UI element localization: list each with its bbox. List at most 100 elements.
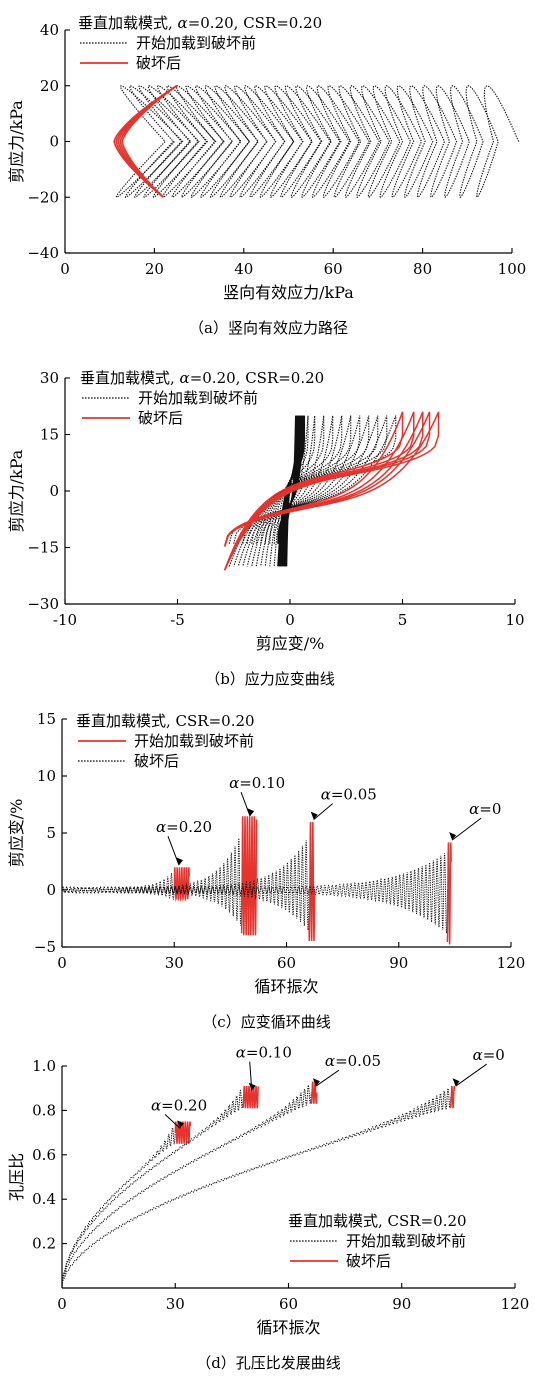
x-tick-label: 90 [389, 954, 408, 972]
legend-label: 破坏后 [346, 1252, 391, 1270]
alpha-symbol: α [151, 1096, 161, 1114]
alpha-symbol: α [473, 1046, 483, 1064]
series-strain-before-failure [61, 873, 175, 901]
panel-caption: （c）应变循环曲线 [202, 1013, 330, 1031]
annotation-arrow [451, 817, 482, 841]
annotation-arrow [313, 803, 334, 820]
y-tick-label: 0 [49, 133, 59, 151]
alpha-symbol: α [229, 774, 239, 792]
x-axis-title: 循环振次 [256, 1318, 320, 1337]
annotation-arrowhead [248, 1082, 256, 1091]
y-axis-title: 剪应力/kPa [7, 100, 26, 183]
x-tick-label: 100 [498, 260, 527, 278]
series-strain-after-failure [240, 816, 258, 936]
y-tick-label: 15 [37, 710, 56, 728]
alpha-symbol: α [321, 786, 331, 804]
alpha-symbol: α [156, 818, 166, 836]
y-tick-label: 0.4 [32, 1190, 56, 1208]
x-tick-label: 120 [501, 1295, 530, 1313]
text-part: 垂直加载模式, [78, 14, 178, 32]
y-axis-title: 剪应变/% [7, 799, 26, 868]
text-part: =0.10 [246, 1044, 292, 1062]
legend-label: 开始加载到破坏前 [346, 1232, 466, 1250]
annotation-label: α=0 [473, 1046, 505, 1064]
x-tick-label: 60 [277, 954, 296, 972]
text-part: =0.05 [335, 1052, 381, 1070]
legend-title: 垂直加载模式, CSR=0.20 [76, 712, 255, 730]
y-tick-label: −40 [27, 244, 59, 262]
x-tick-label: -10 [53, 611, 77, 629]
legend-label: 破坏后 [136, 54, 181, 72]
text-part: 垂直加载模式, CSR=0.20 [76, 712, 255, 730]
series-strain-after-failure [308, 821, 316, 942]
x-tick-label: 60 [324, 260, 343, 278]
legend-label: 破坏后 [138, 409, 183, 427]
alpha-symbol: α [325, 1052, 335, 1070]
annotation-arrow [455, 1063, 487, 1087]
legend-label: 开始加载到破坏前 [134, 732, 254, 750]
x-tick-label: 10 [505, 611, 524, 629]
panel-a: 0 20 40 60 80 100 −40 −20 0 20 40 竖向有效应力/kPa 剪应力/kPa… [7, 14, 526, 337]
panel-caption: （a）竖向有效应力路径 [189, 319, 348, 337]
text-part: =0.10 [239, 774, 285, 792]
legend-label: 开始加载到破坏前 [136, 34, 256, 52]
annotation-label: α=0.05 [325, 1052, 381, 1070]
x-tick-label: -5 [170, 611, 185, 629]
annotation-label: α=0.20 [151, 1096, 207, 1114]
x-tick-label: 80 [413, 260, 432, 278]
y-tick-label: 0.6 [32, 1146, 56, 1164]
series-ru-before-failure [61, 1087, 452, 1289]
annotation-arrow [167, 836, 180, 866]
y-tick-label: −15 [27, 539, 59, 557]
annotation-arrow [164, 1114, 181, 1129]
text-part: =0.20, CSR=0.20 [188, 14, 323, 32]
alpha-symbol: α [236, 1044, 246, 1062]
annotation-label: α=0.10 [236, 1044, 292, 1062]
series-ru-before-failure [61, 1089, 244, 1289]
x-axis-title: 竖向有效应力/kPa [223, 283, 354, 302]
y-axis-title: 孔压比 [7, 1153, 26, 1201]
annotation-arrowhead [175, 857, 183, 866]
annotation-label: α=0.10 [229, 774, 285, 792]
text-part: =0 [483, 1046, 505, 1064]
alpha-symbol: α [180, 369, 190, 387]
annotation-arrowhead [452, 1078, 460, 1087]
alpha-symbol: α [178, 14, 188, 32]
annotation-arrowhead [312, 1078, 320, 1087]
y-tick-label: −5 [34, 938, 56, 956]
legend-label: 开始加载到破坏前 [138, 389, 258, 407]
x-tick-label: 90 [392, 1295, 411, 1313]
y-tick-label: 0.2 [32, 1235, 56, 1253]
legend-title: 垂直加载模式, CSR=0.20 [288, 1212, 467, 1230]
y-tick-label: 40 [40, 21, 59, 39]
legend-title: 垂直加载模式, α=0.20, CSR=0.20 [80, 369, 324, 387]
series-ru-after-failure [310, 1081, 318, 1104]
panel-d: 0 30 60 90 120 0.2 0.4 0.6 0.8 1.0 循环振次 孔压比 （d）孔压比发展… [7, 1044, 529, 1372]
y-tick-label: 15 [40, 426, 59, 444]
annotation-arrowhead [449, 832, 457, 841]
y-tick-label: 1.0 [32, 1057, 56, 1075]
y-tick-label: 0.8 [32, 1101, 56, 1119]
x-tick-label: 30 [165, 954, 184, 972]
annotation-arrow [315, 1069, 340, 1087]
y-tick-label: 20 [40, 77, 59, 95]
y-tick-label: 5 [46, 824, 56, 842]
panel-caption: （d）孔压比发展曲线 [196, 1354, 341, 1372]
x-tick-label: 40 [234, 260, 253, 278]
annotation-label: α=0.20 [156, 818, 212, 836]
y-tick-label: −30 [27, 595, 59, 613]
series-after-failure-loop [121, 85, 178, 198]
annotation-label: α=0.05 [321, 786, 377, 804]
annotation-arrowhead [177, 1120, 185, 1129]
series-ru-after-failure [174, 1121, 192, 1144]
series-after-failure-loop [224, 411, 431, 571]
text-part: =0 [479, 800, 501, 818]
x-axis-title: 剪应变/% [256, 634, 325, 653]
series-strain-after-failure [446, 842, 452, 945]
annotation-arrowhead [247, 808, 255, 817]
x-tick-label: 20 [145, 260, 164, 278]
annotation-arrow [240, 792, 251, 817]
x-tick-label: 5 [398, 611, 408, 629]
text-part: 垂直加载模式, [80, 369, 180, 387]
